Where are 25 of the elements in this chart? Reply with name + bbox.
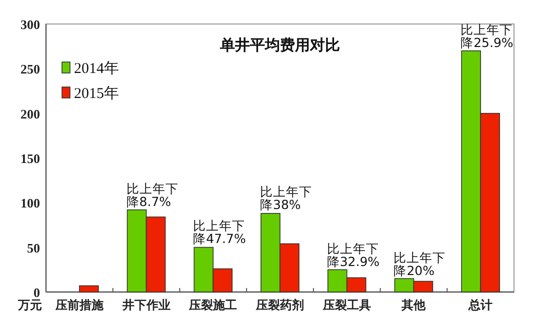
legend-label: 2015年 (74, 85, 119, 102)
x-tick-label: 压裂施工 (188, 298, 238, 312)
y-tick-label: 200 (20, 106, 40, 122)
y-tick-label: 0 (34, 285, 40, 300)
annotation: 比上年下降25.9% (460, 22, 514, 50)
annotation: 比上年下降8.7% (126, 180, 180, 209)
y-tick-label: 150 (20, 151, 40, 166)
y-tick-label: 50 (27, 240, 40, 256)
x-tick-label: 压裂药剂 (255, 298, 304, 312)
x-tick-label: 其他 (400, 298, 427, 312)
annotation: 比上年下降47.7% (193, 218, 247, 246)
legend-label: 2014年 (74, 60, 119, 77)
y-tick-label: 250 (20, 62, 40, 77)
x-tick-label: 压前措施 (54, 298, 104, 312)
bar (79, 285, 99, 292)
x-tick-label: 压裂工具 (322, 298, 371, 312)
text: 单井平均费用对比 (219, 36, 340, 54)
y-axis-title: 万元 (17, 298, 42, 312)
y-tick-label: 100 (20, 196, 40, 211)
x-tick-label: 总计 (468, 298, 493, 312)
annotation: 比上年下降32.9% (326, 240, 381, 269)
annotation: 比上年下降38% (260, 184, 313, 212)
y-tick-label: 300 (20, 17, 40, 32)
annotation: 比上年下降20% (394, 250, 447, 278)
x-tick-label: 井下作业 (121, 298, 170, 312)
